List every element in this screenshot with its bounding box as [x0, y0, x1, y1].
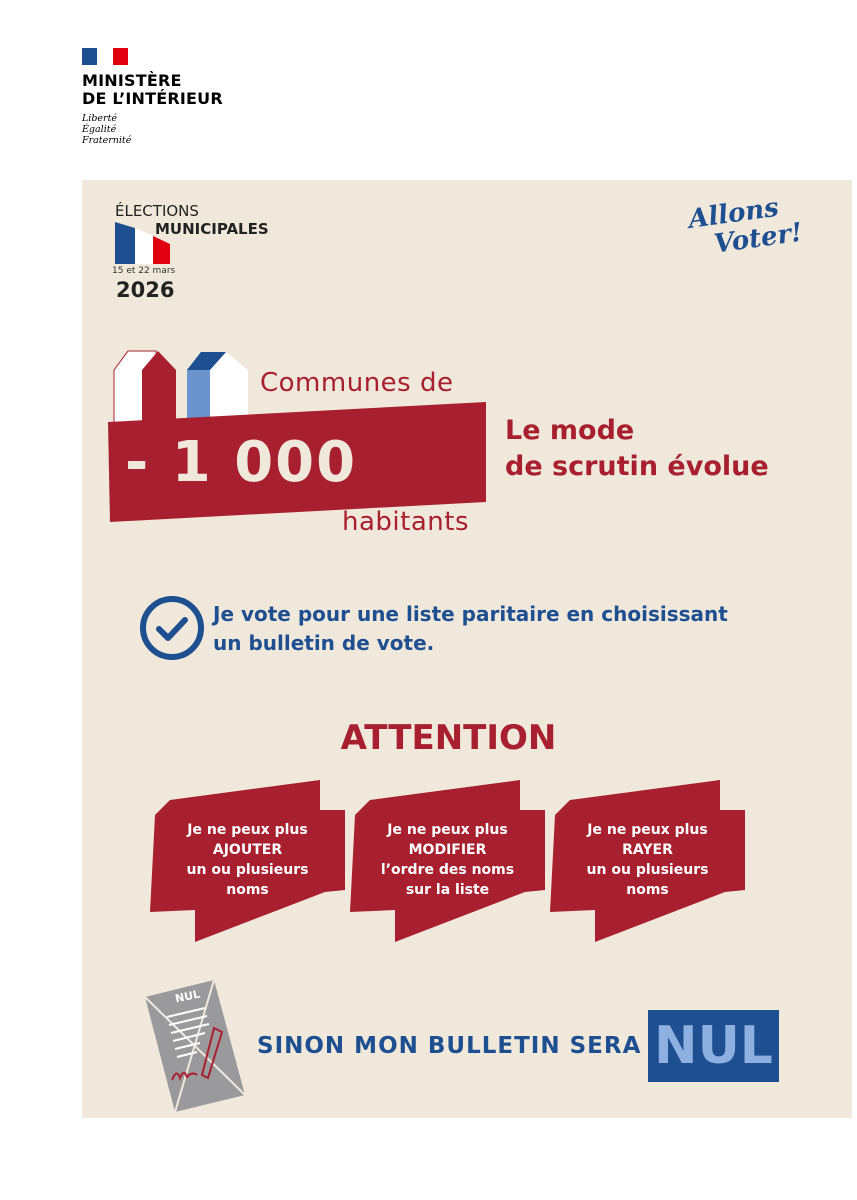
- houses-icon: [113, 350, 248, 423]
- elections-label: ÉLECTIONS: [115, 202, 199, 220]
- vote-instruction: Je vote pour une liste paritaire en choi…: [213, 602, 728, 655]
- nul-badge: NUL: [648, 1010, 779, 1082]
- checkmark-icon: [140, 596, 204, 660]
- communes-label: Communes de: [260, 368, 454, 398]
- election-year: 2026: [116, 278, 175, 302]
- mode-scrutin-heading: Le mode de scrutin évolue: [505, 415, 769, 482]
- french-flag-icon: [115, 222, 170, 264]
- ministry-name: MINISTÈRE DE L’INTÉRIEUR: [82, 71, 223, 108]
- null-ballot-icon: [144, 980, 246, 1112]
- habitants-label: habitants: [342, 507, 469, 537]
- ribbon-rayer: Je ne peux plus RAYER un ou plusieurs noms: [550, 780, 745, 945]
- ribbon-modifier: Je ne peux plus MODIFIER l’ordre des noms s…: [350, 780, 545, 945]
- marianne-logo: [82, 48, 128, 65]
- motto: Liberté Égalité Fraternité: [82, 113, 132, 146]
- ribbon-ajouter: Je ne peux plus AJOUTER un ou plusieurs nom…: [150, 780, 345, 945]
- poster-panel: [82, 180, 852, 1118]
- population-threshold: - 1 000: [125, 430, 358, 495]
- municipales-label: MUNICIPALES: [155, 220, 269, 238]
- attention-title: ATTENTION: [340, 718, 557, 758]
- red-banner: [108, 402, 486, 522]
- warning-text: SINON MON BULLETIN SERA: [257, 1033, 642, 1059]
- election-dates: 15 et 22 mars: [112, 266, 176, 276]
